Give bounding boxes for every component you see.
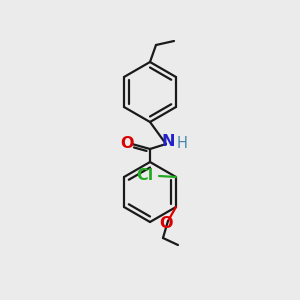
Text: Cl: Cl (136, 169, 154, 184)
Text: H: H (177, 136, 188, 152)
Text: O: O (120, 136, 134, 151)
Text: O: O (159, 215, 173, 230)
Text: N: N (161, 134, 175, 149)
